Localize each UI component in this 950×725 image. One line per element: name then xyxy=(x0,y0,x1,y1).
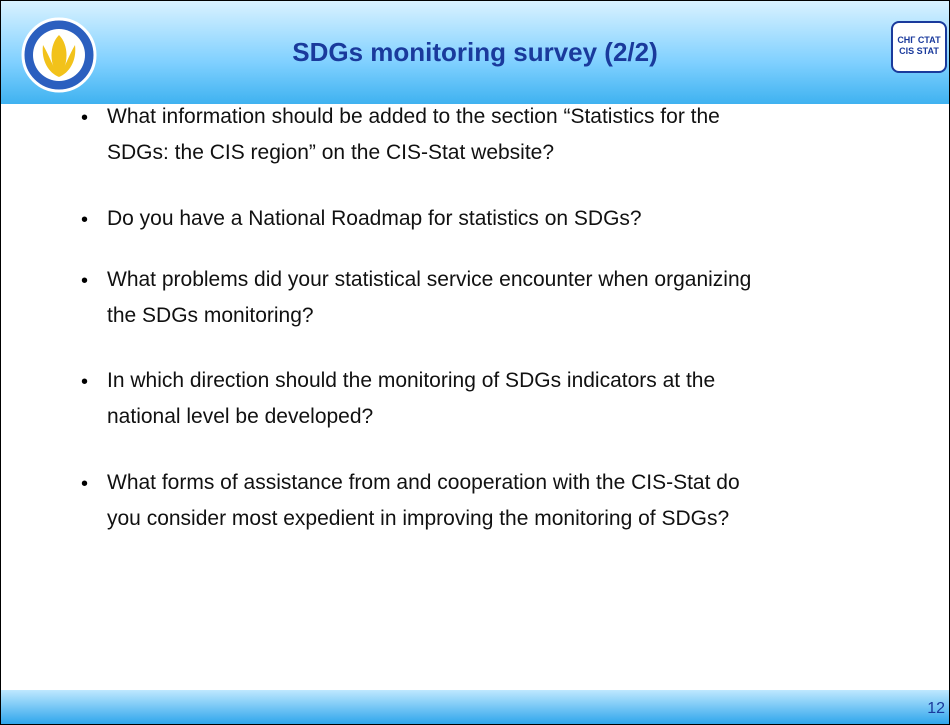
bullet-text: What problems did your statistical servi… xyxy=(107,268,752,291)
bullet-text: you consider most expedient in improving… xyxy=(107,507,730,530)
bullet-text: SDGs: the CIS region” on the CIS-Stat we… xyxy=(107,141,555,164)
bullet: • xyxy=(81,371,89,393)
footer: 12 xyxy=(1,690,949,724)
title: SDGs monitoring survey (2/2) xyxy=(292,37,658,67)
logo-text: CIS STAT xyxy=(899,46,939,56)
bullet: • xyxy=(81,270,89,292)
page-number: 12 xyxy=(927,700,945,717)
bullet: • xyxy=(81,209,89,231)
bullet: • xyxy=(81,473,89,495)
bullet-text: Do you have a National Roadmap for stati… xyxy=(107,207,642,230)
bullet-text: the SDGs monitoring? xyxy=(107,304,314,327)
bullet: • xyxy=(81,107,89,129)
logo-right: СНГ СТАТ CIS STAT xyxy=(891,21,947,73)
bullet-text: What forms of assistance from and cooper… xyxy=(107,471,740,494)
logo-left xyxy=(21,17,97,93)
logo-text: СНГ СТАТ xyxy=(897,35,941,45)
bullet-text: What information should be added to the … xyxy=(107,105,720,128)
bullet-text: national level be developed? xyxy=(107,405,374,428)
header: SDGs monitoring survey (2/2) СНГ СТАТ CI… xyxy=(1,1,949,104)
bullet-text: In which direction should the monitoring… xyxy=(107,369,716,392)
